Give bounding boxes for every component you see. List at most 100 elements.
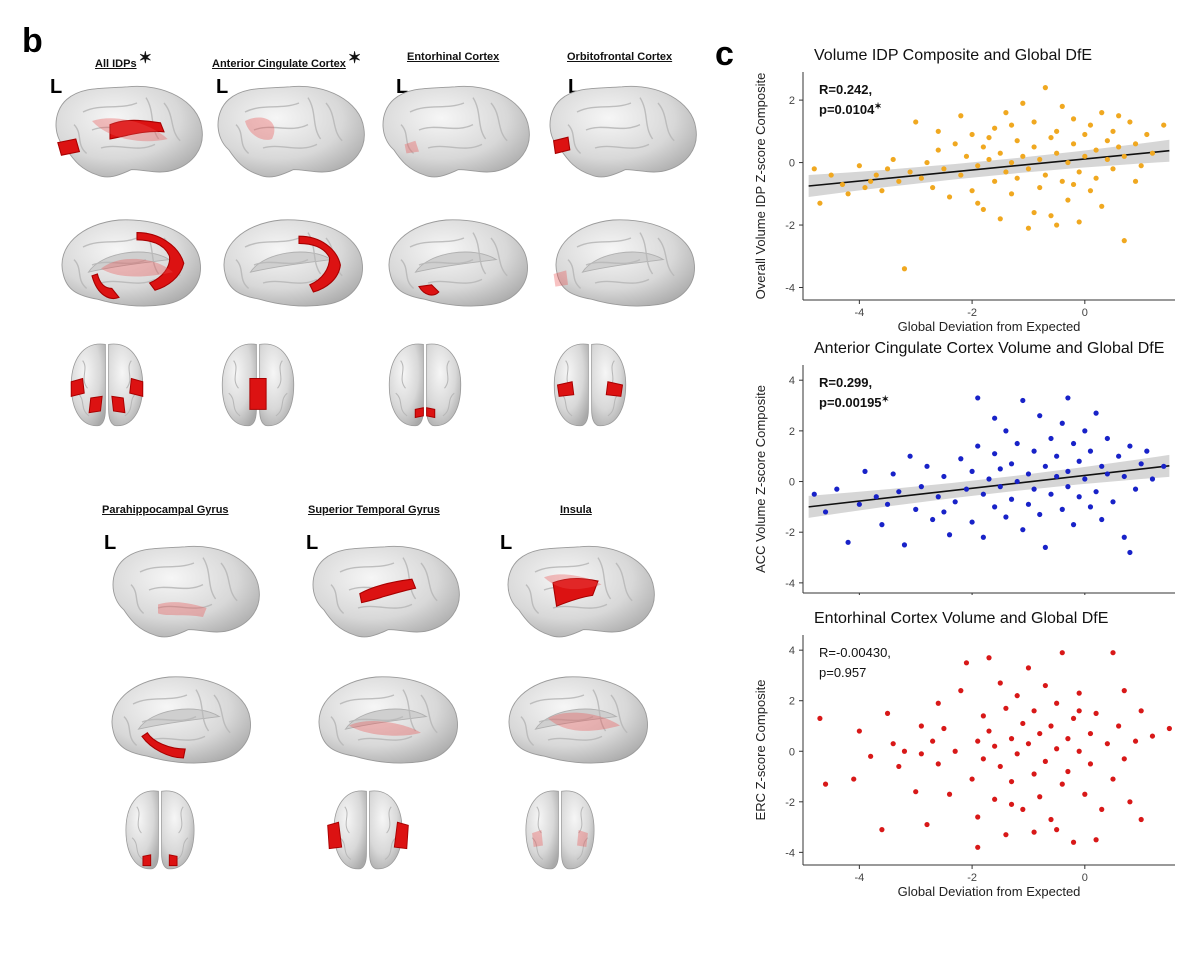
significance-star-icon: ✶	[347, 50, 362, 67]
hemisphere-label: L	[104, 532, 117, 554]
highlight-region	[158, 602, 207, 617]
highlight-region	[91, 273, 120, 299]
data-point	[1132, 486, 1139, 492]
highlight-region	[70, 377, 85, 397]
data-point	[997, 466, 1003, 472]
data-point	[930, 516, 936, 523]
data-point	[1014, 751, 1020, 757]
highlight-region	[393, 821, 409, 850]
data-point	[1042, 463, 1048, 469]
data-point	[1110, 128, 1116, 134]
data-point	[1003, 832, 1009, 838]
data-point	[1008, 191, 1015, 197]
data-point	[975, 443, 981, 449]
data-point	[901, 542, 908, 548]
stat-p-value: p=0.00195✶	[819, 394, 889, 410]
data-point	[1070, 181, 1077, 188]
data-point	[879, 827, 885, 833]
data-point	[997, 216, 1003, 222]
data-point	[1037, 794, 1043, 800]
data-point	[969, 519, 975, 525]
brain-medial-view	[111, 676, 251, 764]
highlight-region	[57, 138, 81, 156]
data-point	[1003, 705, 1009, 711]
x-tick-label: 0	[1082, 307, 1088, 319]
data-point	[975, 844, 981, 850]
y-axis-label: ERC Z-score Composite	[753, 680, 768, 821]
data-point	[1082, 791, 1088, 797]
data-point	[1076, 708, 1082, 714]
data-point	[896, 489, 902, 495]
brain-medial-view	[223, 219, 363, 307]
data-point	[828, 172, 834, 178]
data-point	[1116, 453, 1122, 459]
data-point	[1065, 768, 1071, 775]
data-point	[986, 728, 992, 734]
brain-renderings	[55, 85, 697, 870]
data-point	[992, 451, 998, 457]
y-tick-label: 0	[789, 158, 795, 170]
data-point	[1054, 222, 1060, 228]
stat-r-value: R=-0.00430,	[819, 645, 891, 660]
highlight-region	[142, 854, 152, 867]
data-point	[1048, 213, 1054, 219]
data-point	[1116, 723, 1122, 729]
data-point	[1132, 141, 1139, 147]
data-point	[1166, 725, 1172, 732]
data-point	[930, 184, 936, 191]
data-point	[1014, 693, 1020, 699]
data-point	[1059, 103, 1065, 109]
stat-p-value: p=0.0104✶	[819, 101, 882, 117]
stat-r-value: R=0.299,	[819, 375, 872, 390]
data-point	[992, 125, 998, 131]
data-point	[1003, 110, 1009, 116]
data-point	[935, 128, 941, 134]
highlight-region	[426, 407, 436, 419]
y-axis-label: Overall Volume IDP Z-score Composite	[753, 73, 768, 300]
data-point	[1008, 461, 1015, 467]
data-point	[1020, 100, 1026, 106]
y-tick-label: 2	[789, 696, 795, 708]
data-point	[924, 159, 930, 166]
x-axis-label: Global Deviation from Expected	[898, 884, 1081, 899]
data-point	[1161, 122, 1167, 128]
data-point	[941, 473, 947, 480]
data-point	[1054, 453, 1060, 459]
data-point	[980, 713, 986, 719]
data-point	[1065, 736, 1071, 742]
data-point	[1008, 159, 1015, 166]
data-point	[1082, 131, 1088, 138]
data-point	[980, 756, 986, 762]
data-point	[1104, 471, 1110, 477]
data-point	[980, 206, 986, 213]
data-point	[1104, 741, 1110, 747]
data-point	[913, 119, 919, 125]
data-point	[1149, 150, 1156, 156]
data-point	[1059, 781, 1065, 787]
data-point	[1138, 461, 1144, 467]
data-point	[1031, 486, 1037, 492]
scatter-plot-volume-idp: Volume IDP Composite and Global DfE -4 -2 0…	[753, 47, 1175, 334]
x-tick-label: -2	[967, 872, 977, 884]
data-point	[884, 501, 891, 507]
data-point	[1020, 527, 1026, 533]
data-point	[896, 178, 902, 184]
data-point	[1059, 506, 1065, 512]
brain-medial-view	[553, 219, 695, 307]
x-tick-label: -2	[967, 307, 977, 319]
data-point	[817, 715, 823, 722]
significance-star-icon: ✶	[874, 101, 882, 111]
data-point	[963, 153, 970, 159]
data-point	[1093, 175, 1099, 181]
data-point	[918, 484, 924, 490]
data-point	[845, 539, 851, 545]
data-point	[890, 156, 896, 163]
data-point	[1121, 756, 1127, 762]
data-point	[997, 680, 1003, 686]
data-point	[1076, 494, 1082, 500]
data-point	[1031, 144, 1037, 150]
data-point	[862, 468, 868, 474]
data-point	[980, 144, 986, 150]
highlight-region	[577, 830, 588, 848]
data-point	[946, 194, 953, 200]
